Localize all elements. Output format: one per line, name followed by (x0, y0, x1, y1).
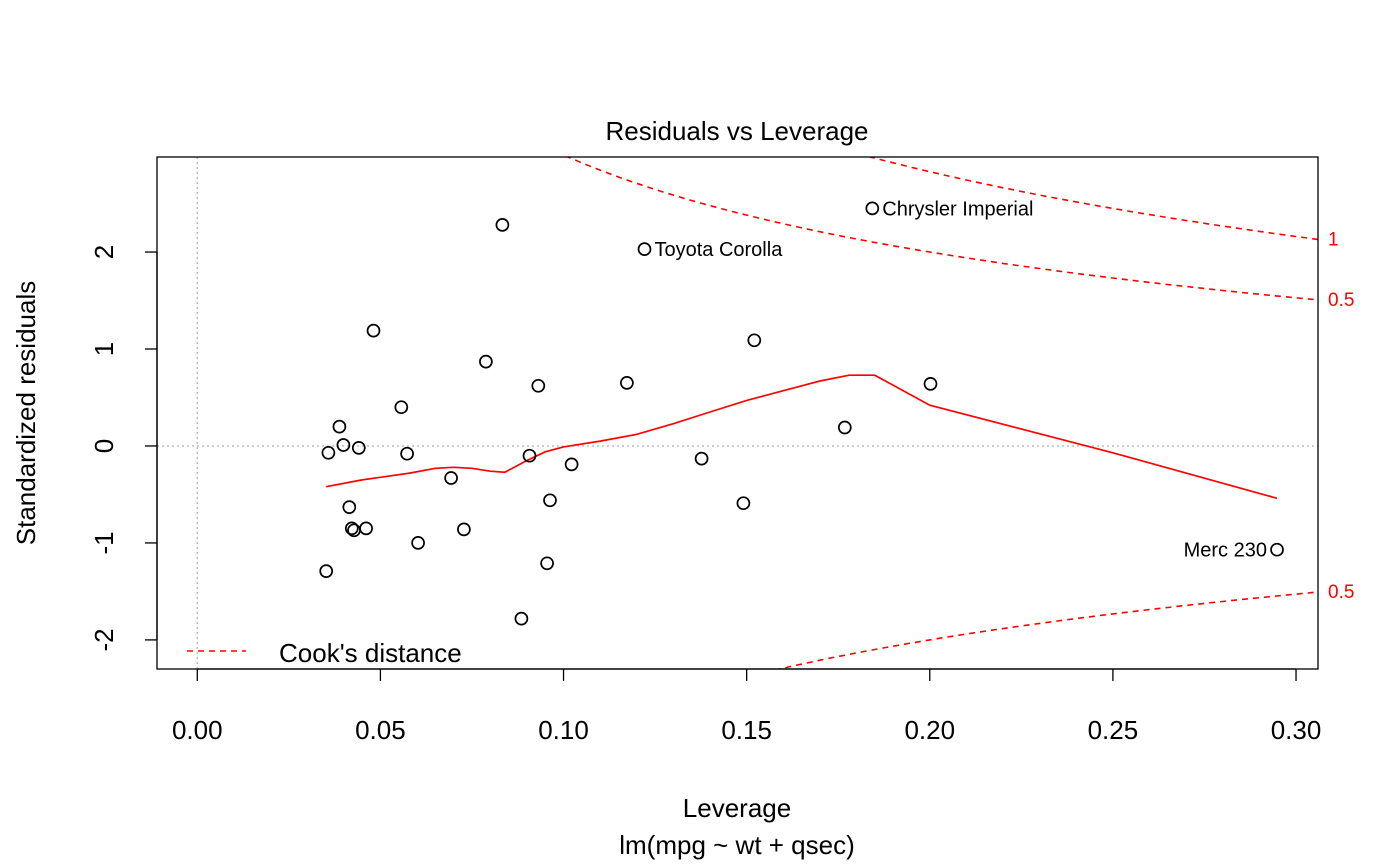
cooks-contour-0 (565, 157, 1318, 301)
data-point (495, 218, 510, 232)
data-point (514, 611, 529, 626)
data-point (837, 420, 852, 435)
data-point (366, 323, 381, 338)
point-label-2: Merc 230 (1184, 540, 1267, 562)
legend: Cook's distance (187, 638, 462, 668)
data-point (444, 471, 458, 485)
cooks-contour-label-0: 0.5 (1328, 290, 1354, 311)
data-point (344, 521, 359, 536)
smooth-line-group (326, 374, 1278, 500)
y-axis-label: Standardized residuals (11, 281, 41, 546)
data-point (457, 522, 471, 537)
data-point (342, 500, 357, 514)
data-point (479, 354, 493, 369)
data-point (620, 376, 634, 390)
x-axis-label: Leverage (683, 793, 791, 823)
data-point (321, 445, 336, 460)
data-point (540, 556, 554, 571)
data-point (400, 446, 414, 461)
data-point (394, 400, 409, 415)
data-point (332, 419, 347, 434)
data-point (531, 378, 546, 393)
x-tick-label: 0.05 (355, 715, 406, 745)
smooth-line (326, 374, 1278, 500)
data-point (411, 536, 425, 550)
data-point (637, 242, 652, 256)
data-point (564, 457, 579, 472)
data-point (865, 201, 880, 216)
x-tick-label: 0.20 (904, 715, 955, 745)
data-point (923, 377, 938, 391)
x-tick-label: 0.10 (538, 715, 589, 745)
y-tick-label: -2 (89, 628, 119, 651)
plot-frame (156, 156, 1319, 670)
point-labels: Chrysler Imperial Toyota Corolla Merc 230 (654, 198, 1267, 561)
data-point (359, 521, 373, 536)
point-label-1: Toyota Corolla (654, 239, 783, 261)
x-tick-label: 0.00 (172, 715, 223, 745)
cooks-contour-label-2: 0.5 (1328, 582, 1354, 603)
data-point (351, 441, 366, 455)
data-point (319, 564, 334, 578)
chart-subtitle: lm(mpg ~ wt + qsec) (619, 830, 855, 860)
data-point (522, 448, 537, 463)
data-point (747, 333, 762, 348)
y-tick-label: -1 (89, 531, 119, 554)
chart-title: Residuals vs Leverage (605, 116, 868, 146)
data-point (694, 451, 709, 466)
x-axis: 0.00 0.05 0.10 0.15 0.20 0.25 0.30 (172, 668, 1322, 745)
y-tick-label: 0 (89, 439, 119, 453)
data-point (1270, 542, 1284, 557)
data-point (736, 496, 751, 511)
data-point (336, 438, 351, 452)
cooks-distance-contours (565, 157, 1318, 669)
point-label-0: Chrysler Imperial (882, 198, 1033, 220)
y-tick-label: 2 (89, 245, 119, 259)
reference-lines (157, 157, 1318, 669)
legend-cooks-label: Cook's distance (279, 638, 462, 668)
points-group (319, 201, 1284, 626)
cooks-contour-2 (775, 591, 1318, 669)
cooks-contour-label-1: 1 (1328, 229, 1339, 250)
x-tick-label: 0.15 (721, 715, 772, 745)
data-point (543, 493, 557, 508)
cooks-contour-labels: 0.5 1 0.5 (1328, 229, 1354, 603)
x-tick-label: 0.30 (1271, 715, 1322, 745)
y-tick-label: 1 (89, 342, 119, 356)
x-tick-label: 0.25 (1088, 715, 1139, 745)
y-axis: -2 -1 0 1 2 (89, 245, 158, 651)
